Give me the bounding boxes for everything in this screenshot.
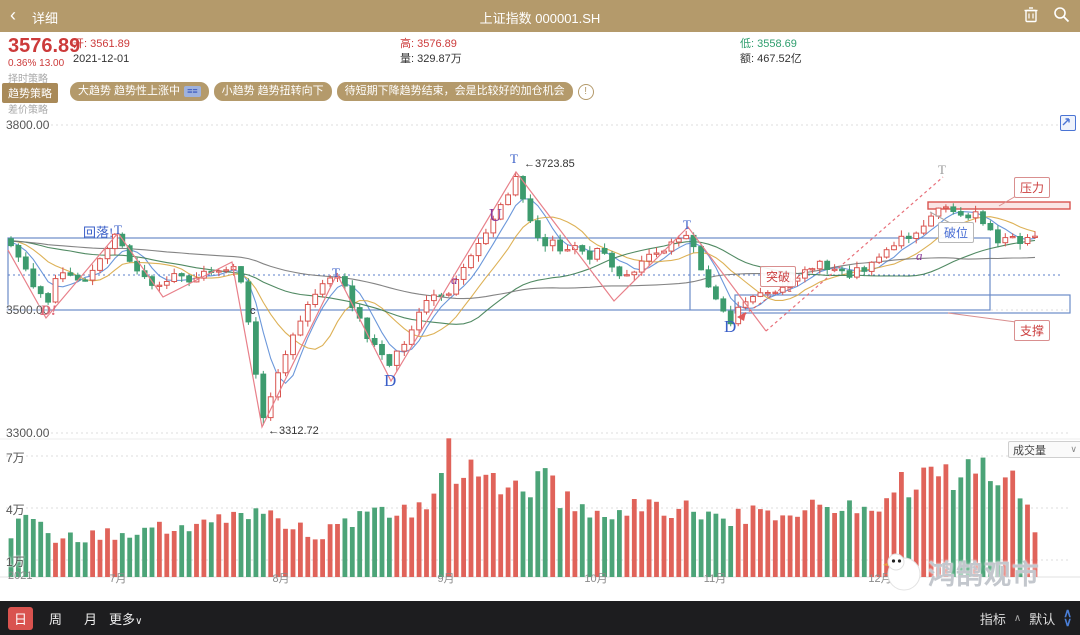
bird-mascot-icon bbox=[883, 553, 921, 591]
tag-badge-icon: ≡≡ bbox=[184, 86, 201, 97]
period-tab-月[interactable]: 月 bbox=[84, 611, 98, 627]
chart-annotation: 破位 bbox=[938, 222, 975, 243]
chevron-down-icon: ∨ bbox=[135, 615, 143, 627]
watermark-text: 鸿鹄观市 bbox=[928, 559, 1040, 590]
trash-icon[interactable] bbox=[1023, 6, 1039, 23]
tab-timing-strategy[interactable]: 择时策略 bbox=[8, 74, 48, 85]
chart-annotation: T bbox=[332, 265, 340, 280]
chevron-down-icon: ∨ bbox=[1070, 444, 1077, 454]
chart-annotation: T bbox=[683, 217, 691, 232]
y-axis-label: 1万 bbox=[6, 555, 25, 569]
chart-annotation: c bbox=[250, 305, 256, 317]
tab-spread-strategy[interactable]: 差价策略 bbox=[8, 105, 48, 116]
symbol-title: 上证指数 000001.SH bbox=[479, 11, 601, 26]
strategy-strip: 择时策略 趋势策略 差价策略 大趋势 趋势性上涨中 ≡≡ 小趋势 趋势扭转向下 待短期… bbox=[0, 70, 1080, 116]
quote-date: 2021-12-01 bbox=[73, 53, 130, 65]
back-icon[interactable]: ‹ bbox=[10, 5, 16, 25]
x-axis-label: 11月 bbox=[703, 573, 727, 585]
x-axis-label: 2021 bbox=[8, 570, 33, 582]
quote-row: 3576.89 0.36% 13.00 开: 3561.89 2021-12-0… bbox=[0, 32, 1080, 71]
x-axis-label: 10月 bbox=[584, 573, 608, 585]
chart-annotation: U bbox=[489, 205, 502, 225]
strategy-tag[interactable]: 待短期下降趋势结束，会是比较好的加仓机会 bbox=[336, 82, 573, 101]
y-axis-label: 7万 bbox=[6, 451, 25, 465]
chart-annotation: D! bbox=[40, 303, 57, 319]
period-switcher: 日周 月 bbox=[8, 606, 103, 630]
last-price: 3576.89 bbox=[8, 35, 81, 57]
chart-annotation: T bbox=[938, 162, 946, 177]
expand-chart-icon[interactable] bbox=[1060, 115, 1076, 131]
tab-trend-strategy[interactable]: 趋势策略 bbox=[2, 83, 58, 103]
low-and-amount: 低: 3558.69 额: 467.52亿 bbox=[740, 38, 802, 65]
default-indicator-button[interactable]: 默认 bbox=[1029, 611, 1056, 627]
chart-annotation: T bbox=[510, 151, 518, 166]
strategy-tag[interactable]: 大趋势 趋势性上涨中 ≡≡ bbox=[70, 82, 209, 101]
chart-annotation: 压力 bbox=[1014, 177, 1051, 198]
chart-annotation: T bbox=[114, 222, 122, 237]
chart-annotation: 突破 bbox=[760, 266, 797, 287]
period-tab-日[interactable]: 日 bbox=[8, 606, 34, 630]
open-and-date: 开: 3561.89 2021-12-01 bbox=[73, 38, 130, 65]
indicator-scroll-chevrons[interactable]: ∧ ∨ bbox=[1063, 606, 1072, 629]
chart-annotation: ←3312.72 bbox=[268, 425, 319, 437]
more-periods-button[interactable]: 更多∨ bbox=[109, 611, 143, 627]
bottom-toolbar: 日周月 更多∨ 指标 ∧ 默认 ∧ ∨ bbox=[0, 601, 1080, 635]
top-navigation-bar: ‹ 详细 上证指数 000001.SH bbox=[0, 0, 1080, 32]
y-axis-label: 4万 bbox=[6, 503, 25, 517]
chart-annotation: 回落! bbox=[83, 225, 114, 240]
indicator-button[interactable]: 指标 bbox=[979, 611, 1006, 627]
page-title: 详细 bbox=[32, 11, 59, 26]
x-axis-label: 7月 bbox=[109, 573, 127, 585]
chevron-up-icon: ∧ bbox=[1063, 606, 1072, 620]
x-axis-label: 8月 bbox=[272, 573, 290, 585]
chart-annotation: a bbox=[916, 248, 923, 263]
watermark: 鸿鹄观市 bbox=[882, 550, 1040, 594]
price-change: 0.36% 13.00 bbox=[8, 58, 65, 69]
chevron-down-icon: ∨ bbox=[1063, 615, 1072, 629]
volume-indicator-label: 成交量 bbox=[1013, 444, 1046, 457]
strategy-tag[interactable]: 小趋势 趋势扭转向下 bbox=[213, 82, 332, 101]
chart-annotation: ←3723.85 bbox=[524, 158, 575, 170]
chart-annotation: D bbox=[384, 371, 397, 390]
period-tab-周[interactable]: 周 bbox=[49, 611, 63, 627]
collapse-indicator-icon[interactable]: ∧ bbox=[1013, 612, 1022, 624]
chart-annotation: c bbox=[787, 283, 792, 295]
y-axis-label: 3500.00 bbox=[6, 303, 50, 317]
y-axis-label: 3800.00 bbox=[6, 118, 50, 132]
chart-annotation: D bbox=[724, 317, 737, 336]
x-axis-label: 9月 bbox=[437, 573, 455, 585]
strategy-tags: 大趋势 趋势性上涨中 ≡≡ 小趋势 趋势扭转向下 待短期下降趋势结束，会是比较好的加仓… bbox=[70, 82, 594, 101]
volume-indicator-dropdown[interactable]: 成交量 ∨ bbox=[1008, 441, 1080, 458]
chart-annotation: a bbox=[451, 272, 458, 287]
chart-annotation: 支撑 bbox=[1014, 320, 1051, 341]
x-axis-label: 12月 bbox=[868, 573, 892, 585]
search-icon[interactable] bbox=[1053, 6, 1070, 23]
high-and-volume: 高: 3576.89 量: 329.87万 bbox=[400, 38, 462, 65]
info-icon[interactable]: ! bbox=[577, 83, 594, 100]
y-axis-label: 3300.00 bbox=[6, 426, 50, 440]
